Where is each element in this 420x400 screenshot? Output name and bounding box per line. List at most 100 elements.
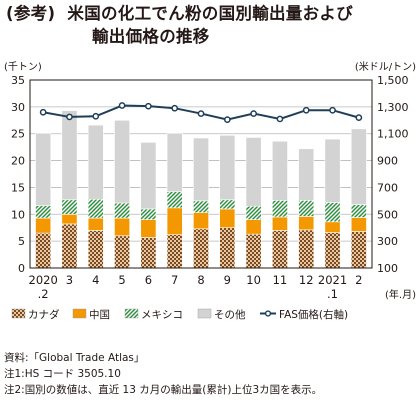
x-tick-label: 2020 [29,273,58,287]
x-tick-sublabel: .2 [38,287,49,301]
bar-segment-3 [298,200,315,217]
bar-segment-4 [61,110,78,201]
x-tick-sublabel: .1 [327,287,338,301]
title-line-2: 輸出価格の推移 [92,27,210,46]
x-tick-label: 11 [273,273,288,287]
bar-segment-2 [114,217,131,237]
bar-segment-3 [350,204,367,218]
bar-segment-2 [193,212,209,230]
bar-segment-4 [350,128,367,205]
bar-segment-4 [114,119,131,204]
bar-segment-4 [324,138,341,203]
fas-price-point [329,106,336,114]
bar-segment-4 [298,148,315,201]
note-1: 注1:HS コード 3505.10 [4,368,121,380]
fas-price-point [276,115,284,123]
axes: 051015202530351003005007009001,1001,3001… [4,60,416,301]
bar-segment-3 [87,198,104,219]
bar-segment-4 [140,142,157,210]
bar-segment-4 [271,140,288,201]
legend-label: その他 [214,308,246,321]
legend-label: FAS価格(右軸) [279,308,348,321]
title-tag: (参考) [6,4,56,23]
right-tick-label: 1,500 [377,74,409,87]
fas-price-point [39,108,47,116]
bar-segment-1 [271,230,288,269]
left-tick-label: 0 [18,262,25,275]
bar-segment-2 [61,213,78,225]
bar-segment-1 [87,230,104,269]
bar-segment-3 [324,202,341,223]
right-tick-label: 1,100 [377,128,409,141]
x-tick-label: 2021 [318,273,347,287]
bar-segment-1 [219,227,236,269]
bar-segment-1 [140,237,157,269]
bar-segment-2 [35,217,52,234]
note-2: 注2:国別の数値は、直近 13 カ月の輸出量(累計)上位3カ国を表示。 [4,384,323,396]
bar-segment-2 [245,219,262,235]
left-tick-label: 5 [18,235,25,248]
x-tick-label: 3 [66,273,73,287]
left-tick-label: 15 [11,181,25,194]
right-axis-unit: (米ドル/トン) [355,60,416,73]
fas-price-line [39,102,363,123]
bar-segment-1 [193,228,209,269]
x-tick-label: 8 [197,273,204,287]
right-tick-label: 500 [377,208,398,221]
x-tick-label: 6 [145,273,152,287]
right-tick-label: 1,300 [377,101,409,114]
left-tick-label: 20 [11,155,25,168]
left-axis-unit: (千トン) [4,61,42,73]
bar-segment-3 [140,208,157,220]
right-tick-label: 900 [377,155,398,168]
bar-segment-1 [298,229,315,269]
bar-segment-3 [193,200,209,213]
bar-segment-3 [114,202,131,219]
fas-price-point [145,102,152,110]
legend-swatch [197,308,212,319]
bar-segment-3 [166,191,183,209]
legend-swatch [124,308,139,319]
bar-segment-1 [166,234,183,269]
title-main: 米国の化工でん粉の国別輸出量および [67,4,353,23]
fas-price-point [92,112,100,120]
bar-segment-1 [114,235,131,269]
bar-segment-3 [245,205,262,220]
fas-price-point [223,116,231,123]
legend-swatch [11,308,26,319]
bar-segment-1 [324,232,341,269]
fas-price-point [355,114,363,121]
bar-segment-3 [219,199,236,210]
fas-price-point [118,102,126,109]
fas-price-point [197,110,205,117]
notes: 資料:「Global Trade Atlas」 注1:HS コード 3505.1… [4,350,418,398]
bar-segment-2 [166,207,183,235]
fas-price-point [302,106,310,114]
bar-segment-3 [271,200,288,218]
bar-segment-4 [245,137,262,207]
left-tick-label: 30 [11,101,25,114]
right-tick-label: 100 [377,262,398,275]
note-source: 資料:「Global Trade Atlas」 [4,352,145,364]
bar-segment-1 [61,223,78,269]
bars [35,110,367,269]
x-axis-unit: (年.月) [385,288,416,301]
x-tick-label: 4 [92,273,99,287]
bar-segment-2 [140,219,157,238]
bar-segment-4 [193,137,209,202]
x-tick-label: 12 [299,273,314,287]
x-tick-label: 7 [171,273,178,287]
bar-segment-2 [350,217,367,232]
legend-swatch-point [264,310,272,317]
x-tick-label: 2 [355,273,362,287]
x-tick-label: 5 [118,273,125,287]
fas-price-point [250,110,257,117]
bar-segment-2 [219,208,236,229]
bar-segment-1 [350,231,367,269]
bar-segment-2 [324,221,341,233]
left-tick-label: 25 [11,128,25,141]
bar-segment-4 [219,135,236,201]
right-tick-label: 300 [377,235,398,248]
x-tick-label: 10 [246,273,261,287]
